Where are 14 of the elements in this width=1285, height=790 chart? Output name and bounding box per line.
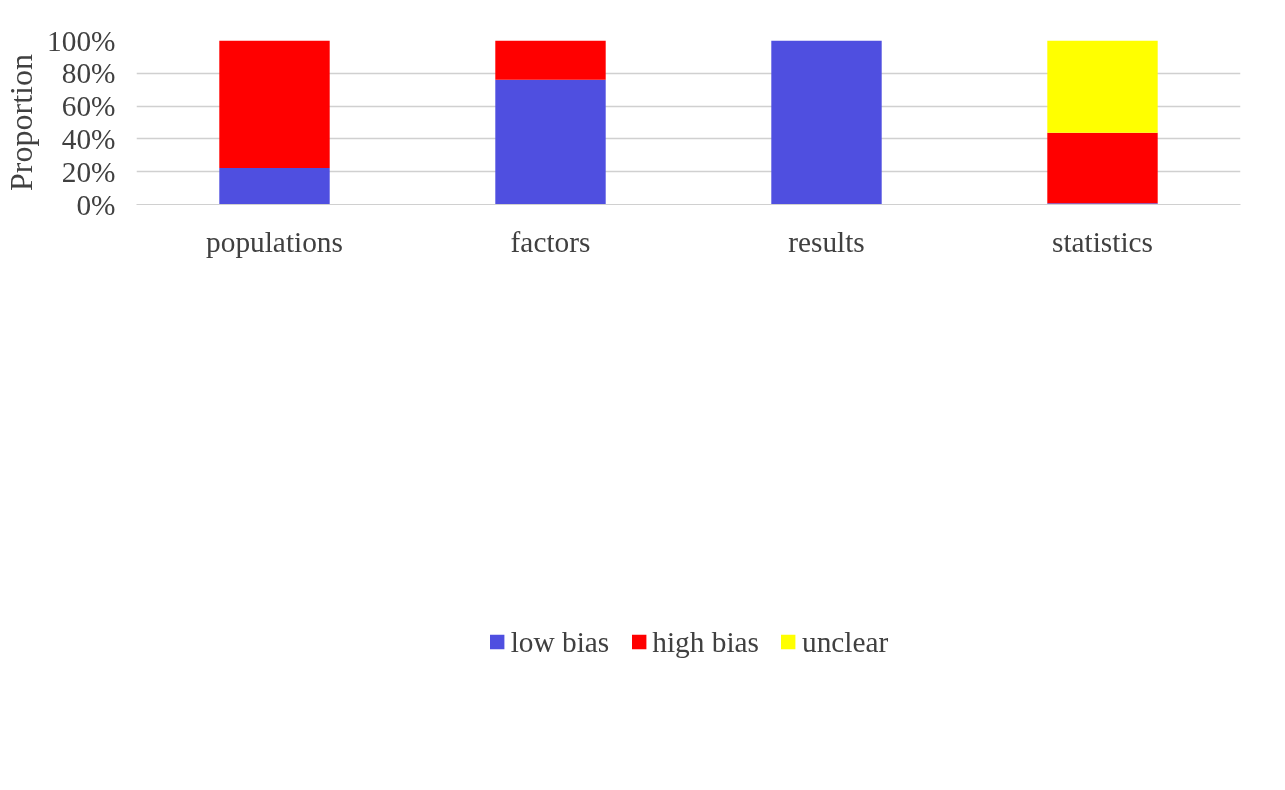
y-tick-label: 20% (61, 155, 116, 188)
y-axis-title: Proportion (3, 54, 40, 191)
y-tick-label: 80% (61, 57, 116, 90)
y-tick-label: 60% (61, 90, 116, 123)
legend-label: unclear (802, 625, 889, 659)
x-tick-label: factors (510, 225, 591, 258)
legend-label: low bias (510, 625, 610, 659)
x-tick-label: results (788, 225, 865, 258)
x-tick-label: populations (206, 225, 343, 258)
y-tick-label: 100% (47, 24, 116, 57)
y-tick-label: 40% (61, 122, 116, 155)
y-tick-label: 0% (76, 188, 116, 221)
x-tick-label: statistics (1051, 225, 1154, 258)
legend-label: high bias (652, 625, 759, 659)
